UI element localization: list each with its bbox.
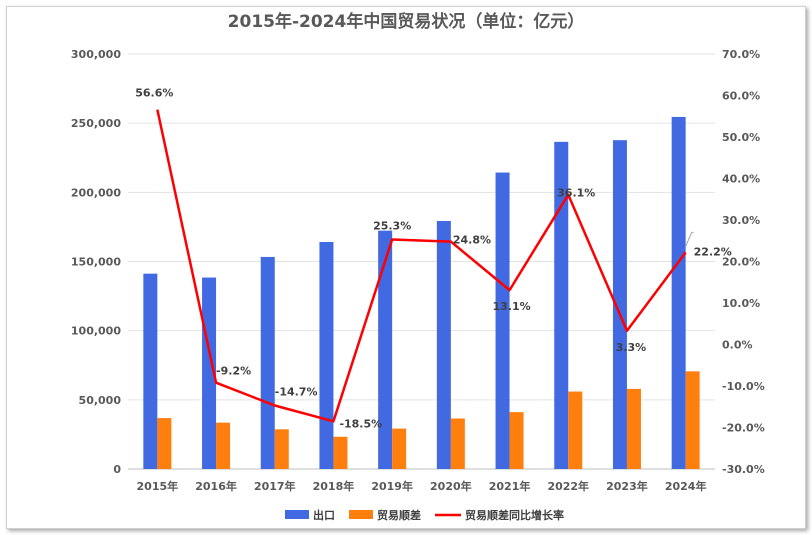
trade-surplus-bar	[216, 422, 231, 469]
data-label: -14.7%	[275, 386, 318, 399]
x-tick-label: 2019年	[371, 479, 413, 493]
bar-series	[143, 116, 700, 470]
export-bar	[495, 172, 510, 469]
export-bar	[554, 141, 569, 469]
export-bar	[202, 277, 217, 469]
data-label: 13.1%	[492, 300, 530, 313]
y-left-tick-label: 200,000	[71, 186, 121, 199]
legend-swatch	[285, 510, 309, 519]
y-left-tick-label: 150,000	[71, 256, 121, 269]
y-right-tick-label: 70.0%	[722, 48, 760, 61]
y-right-tick-label: 60.0%	[722, 90, 760, 103]
trade-surplus-bar	[626, 388, 641, 469]
y-left-tick-label: 300,000	[71, 48, 121, 61]
data-label: 25.3%	[373, 220, 411, 233]
export-bar	[436, 220, 451, 469]
y-axis-left: 0 50,000 100,000 150,000 200,000 250,000 300,0…	[71, 48, 121, 476]
label-leader-line	[685, 231, 694, 247]
legend-label: 贸易顺差同比增长率	[465, 508, 564, 522]
export-bar	[612, 140, 627, 469]
y-axis-right: -30.0% -20.0% -10.0% 0.0% 10.0% 20.0% 30.0% 40.…	[722, 48, 765, 476]
x-tick-label: 2022年	[547, 479, 589, 493]
data-label: 3.3%	[616, 341, 647, 354]
legend-swatch	[349, 510, 373, 519]
y-right-tick-label: 10.0%	[722, 297, 760, 310]
export-bar	[319, 241, 334, 469]
trade-surplus-bar	[274, 429, 289, 469]
trade-surplus-bar	[333, 436, 348, 469]
y-right-tick-label: -20.0%	[722, 422, 765, 435]
trade-surplus-bar	[509, 412, 524, 469]
data-label: -9.2%	[216, 365, 251, 378]
y-left-tick-label: 100,000	[71, 325, 121, 338]
trade-surplus-bar	[450, 418, 465, 469]
y-left-tick-label: 50,000	[79, 394, 122, 407]
y-right-tick-label: 40.0%	[722, 173, 760, 186]
y-right-tick-label: 30.0%	[722, 214, 760, 227]
x-tick-label: 2020年	[430, 479, 472, 493]
y-right-tick-label: -30.0%	[722, 463, 765, 476]
legend-label: 贸易顺差	[377, 508, 421, 522]
x-tick-label: 2016年	[195, 479, 237, 493]
data-label: 56.6%	[135, 87, 173, 100]
y-left-tick-label: 0	[113, 463, 121, 476]
trade-surplus-bar	[568, 391, 583, 469]
trade-surplus-bar	[685, 371, 700, 469]
y-left-tick-label: 250,000	[71, 117, 121, 130]
export-bar	[260, 256, 275, 469]
y-right-tick-label: 50.0%	[722, 131, 760, 144]
data-label: 22.2%	[694, 245, 732, 258]
data-label: -18.5%	[339, 417, 382, 430]
x-tick-label: 2023年	[606, 479, 648, 493]
x-tick-label: 2021年	[489, 479, 531, 493]
data-label: 36.1%	[557, 187, 595, 200]
trade-surplus-bar	[157, 418, 172, 469]
x-tick-label: 2018年	[313, 479, 355, 493]
y-right-tick-label: 0.0%	[722, 339, 753, 352]
export-bar	[143, 273, 158, 469]
export-bar	[378, 230, 393, 469]
line-series: 56.6% -9.2% -14.7% -18.5% 25.3% 24.8% 13.1% 36.…	[135, 87, 732, 431]
export-bar	[671, 116, 686, 470]
data-label: 24.8%	[453, 234, 491, 247]
x-axis: 2015年 2016年 2017年 2018年 2019年 2020年 2021年 2022年…	[137, 479, 707, 493]
legend-label: 出口	[313, 508, 335, 522]
chart-title: 2015年-2024年中国贸易状况（单位：亿元）	[228, 11, 585, 32]
x-tick-label: 2017年	[254, 479, 296, 493]
y-right-tick-label: 20.0%	[722, 256, 760, 269]
x-tick-label: 2024年	[665, 479, 707, 493]
x-tick-label: 2015年	[137, 479, 179, 493]
growth-rate-line	[156, 109, 687, 423]
legend: 出口 贸易顺差 贸易顺差同比增长率	[285, 508, 564, 522]
trade-surplus-bar	[392, 428, 407, 469]
y-right-tick-label: -10.0%	[722, 380, 765, 393]
